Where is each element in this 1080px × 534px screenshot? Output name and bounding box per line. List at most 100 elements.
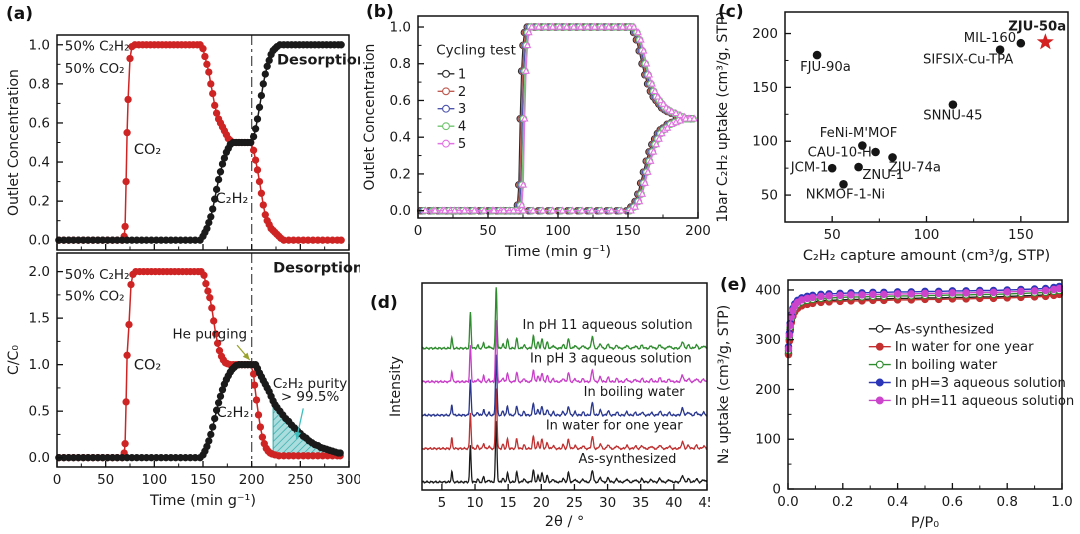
marker-circle	[254, 411, 263, 419]
marker-triangle	[637, 35, 645, 43]
legend-marker	[442, 87, 450, 96]
annotation: CO₂	[134, 142, 161, 158]
marker-triangle	[562, 22, 571, 30]
marker-triangle	[499, 206, 508, 214]
marker-circle	[261, 211, 269, 219]
marker-circle	[336, 449, 344, 457]
x-tick-label: 0	[414, 223, 423, 239]
marker-triangle	[649, 147, 658, 155]
marker-circle	[205, 68, 213, 76]
annotation: Desorption	[273, 261, 360, 277]
marker-circle	[869, 290, 877, 299]
marker-triangle	[597, 22, 606, 30]
marker-triangle	[548, 22, 557, 30]
marker-triangle	[460, 206, 469, 214]
marker-triangle	[611, 22, 620, 30]
scatter-point-ZNU-1	[854, 162, 863, 172]
x-tick-label: 0.8	[996, 494, 1017, 510]
marker-circle	[214, 175, 223, 184]
marker-triangle	[519, 180, 528, 188]
marker-circle	[257, 189, 266, 197]
legend-marker	[442, 104, 450, 113]
panel-a: (a) 0.0 0.2 0.4 0.6 0.8 1.0 Outlet Concentrati…	[0, 0, 360, 534]
y-tick-label: 100	[752, 134, 778, 150]
marker-triangle	[638, 189, 647, 197]
marker-triangle	[522, 66, 530, 74]
x-tick-label: 50	[479, 223, 496, 239]
legend-label: In pH=3 aqueous solution	[895, 376, 1066, 391]
marker-circle	[337, 41, 345, 49]
panel-e: (e) 0.0 0.2 0.4 0.6 0.8 1.0 0 100 200 300 400 P/P₀ N…	[710, 267, 1080, 534]
marker-triangle	[588, 206, 596, 214]
marker-circle	[121, 440, 129, 448]
marker-triangle	[525, 28, 533, 36]
x-tick-label: 0.2	[832, 494, 853, 510]
legend: As-synthesized In water for one year In bo…	[868, 322, 1074, 409]
marker-triangle	[480, 206, 488, 214]
legend-marker	[875, 324, 884, 333]
marker-triangle	[548, 206, 557, 214]
y-tick-label: 0.2	[29, 194, 50, 210]
chart-c: FJU-90a MIL-160 SIFSIX-Cu-TPA ZJU-50a SNNU-4…	[715, 11, 1069, 264]
marker-circle	[251, 125, 260, 133]
marker-circle	[207, 80, 215, 88]
x-axis-title: 2θ / °	[545, 514, 584, 530]
x-tick-label: 100	[545, 223, 571, 239]
legend-label: As-synthesized	[895, 322, 994, 337]
marker-circle	[247, 138, 255, 147]
xrd-trace-In pH 3 aqueous solution	[421, 320, 708, 384]
x-tick-label: 0.6	[942, 494, 963, 510]
marker-triangle	[431, 206, 439, 214]
scatter-point-CAU-10-H	[871, 147, 880, 157]
marker-circle	[255, 177, 264, 186]
legend-marker	[875, 396, 884, 405]
x-tick-label: 0.4	[887, 494, 908, 510]
scatter-label-CAU-10-H: CAU-10-H	[808, 145, 872, 160]
legend-marker	[875, 342, 884, 351]
x-tick-label: 30	[599, 495, 616, 511]
scatter-point-NKMOF-1-Ni	[839, 180, 848, 189]
x-axis-title: P/P₀	[911, 515, 939, 531]
marker-circle	[808, 293, 817, 302]
marker-triangle	[539, 206, 547, 214]
marker-circle	[211, 195, 219, 203]
marker-circle	[847, 291, 855, 299]
marker-circle	[880, 290, 888, 299]
y-tick-label: 300	[755, 332, 781, 348]
marker-triangle	[576, 22, 585, 30]
marker-circle	[250, 381, 259, 389]
marker-triangle	[519, 206, 528, 214]
y-tick-label: 400	[755, 282, 781, 298]
marker-circle	[210, 317, 218, 325]
marker-circle	[261, 70, 269, 78]
annotation: C₂H₂	[216, 191, 249, 207]
scatter-point-MIL-160	[1016, 38, 1026, 48]
marker-triangle	[607, 206, 616, 214]
marker-circle	[205, 437, 213, 445]
y-axis-title: Intensity	[388, 356, 404, 417]
marker-triangle	[617, 206, 626, 214]
legend-marker	[875, 360, 884, 369]
y-tick-label: 0.0	[390, 203, 411, 219]
marker-circle	[907, 290, 916, 298]
marker-circle	[249, 146, 258, 154]
marker-circle	[257, 91, 266, 100]
x-tick-label: 250	[287, 472, 313, 488]
y-tick-label: 50	[761, 188, 778, 204]
scatter-label-SIFSIX-Cu-TPA: SIFSIX-Cu-TPA	[923, 53, 1013, 68]
scatter-point-SIFSIX-Cu-TPA	[995, 45, 1005, 54]
panel-c: (c) FJU-90a MIL-160 SIFSIX-Cu-TPA ZJU-50a SN…	[710, 0, 1080, 267]
marker-triangle	[590, 22, 599, 30]
marker-circle	[253, 166, 262, 174]
xrd-trace-label: In boiling water	[584, 385, 686, 400]
marker-circle	[1003, 288, 1011, 296]
marker-circle	[1017, 287, 1025, 296]
marker-circle	[934, 289, 943, 298]
marker-triangle	[690, 114, 698, 122]
marker-circle	[976, 288, 984, 297]
marker-triangle	[578, 206, 586, 214]
x-tick-label: 200	[685, 223, 710, 239]
marker-circle	[122, 177, 130, 186]
marker-triangle	[630, 22, 638, 30]
marker-circle	[836, 291, 844, 300]
